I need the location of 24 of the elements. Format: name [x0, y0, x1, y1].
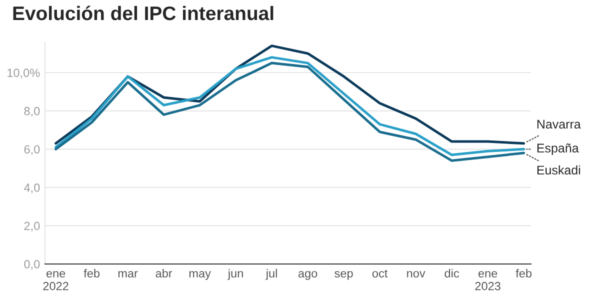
y-tick-label: 2,0 [24, 222, 40, 232]
x-tick-label: mar [118, 271, 138, 278]
x-tick-label: feb [516, 268, 532, 278]
x-tick-label: ago [298, 271, 318, 280]
y-tick-label: 8,0 [24, 106, 40, 117]
y-tick-label: 0,0 [24, 260, 40, 270]
x-tick-label: oct [372, 270, 388, 278]
x-tick-label: jun [228, 268, 243, 280]
y-tick-label: 6,0 [24, 145, 40, 155]
y-tick-label: 10,0% [8, 68, 40, 78]
x-tick-label: jul [266, 268, 277, 280]
series-label: España [537, 143, 579, 155]
x-tick-label: sep [334, 271, 353, 280]
series-label: Navarra [537, 120, 581, 129]
x-tick-label: ene 2023 [475, 271, 500, 290]
chart-title: Evolución del IPC interanual [13, 6, 274, 20]
x-tick-label: abr [156, 268, 172, 278]
series-label: Euskadi [537, 165, 580, 175]
x-tick-label: dic [444, 268, 460, 278]
x-tick-label: nov [407, 271, 426, 278]
x-tick-label: feb [84, 268, 100, 278]
x-tick-label: may [189, 271, 211, 280]
x-tick-label: ene 2022 [43, 271, 68, 290]
y-tick-label: 4,0 [24, 183, 40, 194]
